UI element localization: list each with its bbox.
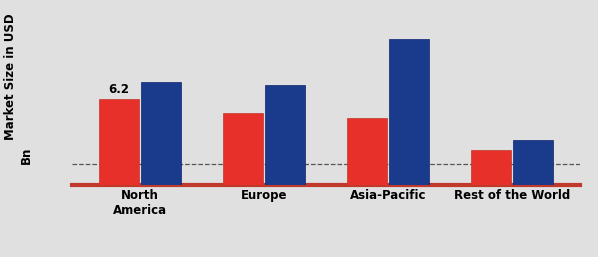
Bar: [223, 113, 263, 185]
Bar: [471, 150, 511, 185]
Text: Market Size in USD: Market Size in USD: [4, 13, 17, 140]
Bar: [513, 141, 553, 185]
Bar: [347, 118, 387, 185]
Bar: [389, 39, 429, 185]
Bar: [141, 82, 181, 185]
Bar: [265, 85, 305, 185]
Text: 6.2: 6.2: [108, 83, 129, 96]
Bar: [99, 99, 139, 185]
Text: Bn: Bn: [20, 146, 32, 164]
Legend: 2022, 2032: 2022, 2032: [251, 253, 381, 257]
